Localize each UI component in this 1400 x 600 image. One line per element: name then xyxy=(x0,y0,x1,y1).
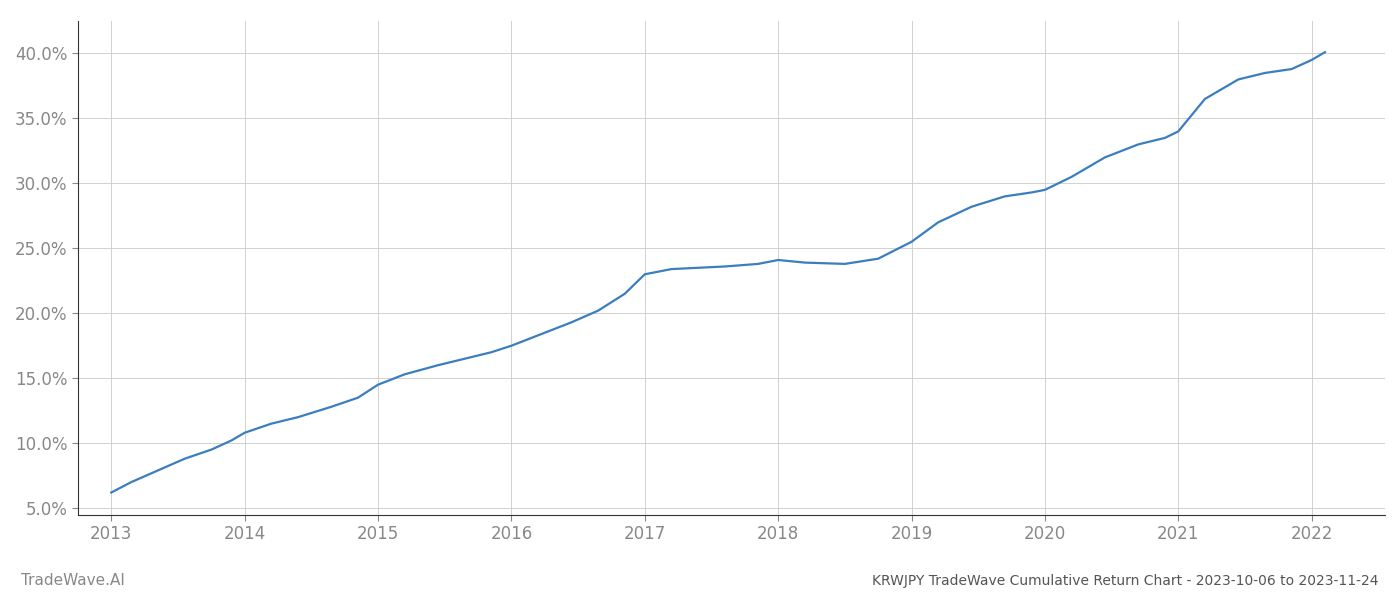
Text: TradeWave.AI: TradeWave.AI xyxy=(21,573,125,588)
Text: KRWJPY TradeWave Cumulative Return Chart - 2023-10-06 to 2023-11-24: KRWJPY TradeWave Cumulative Return Chart… xyxy=(872,574,1379,588)
